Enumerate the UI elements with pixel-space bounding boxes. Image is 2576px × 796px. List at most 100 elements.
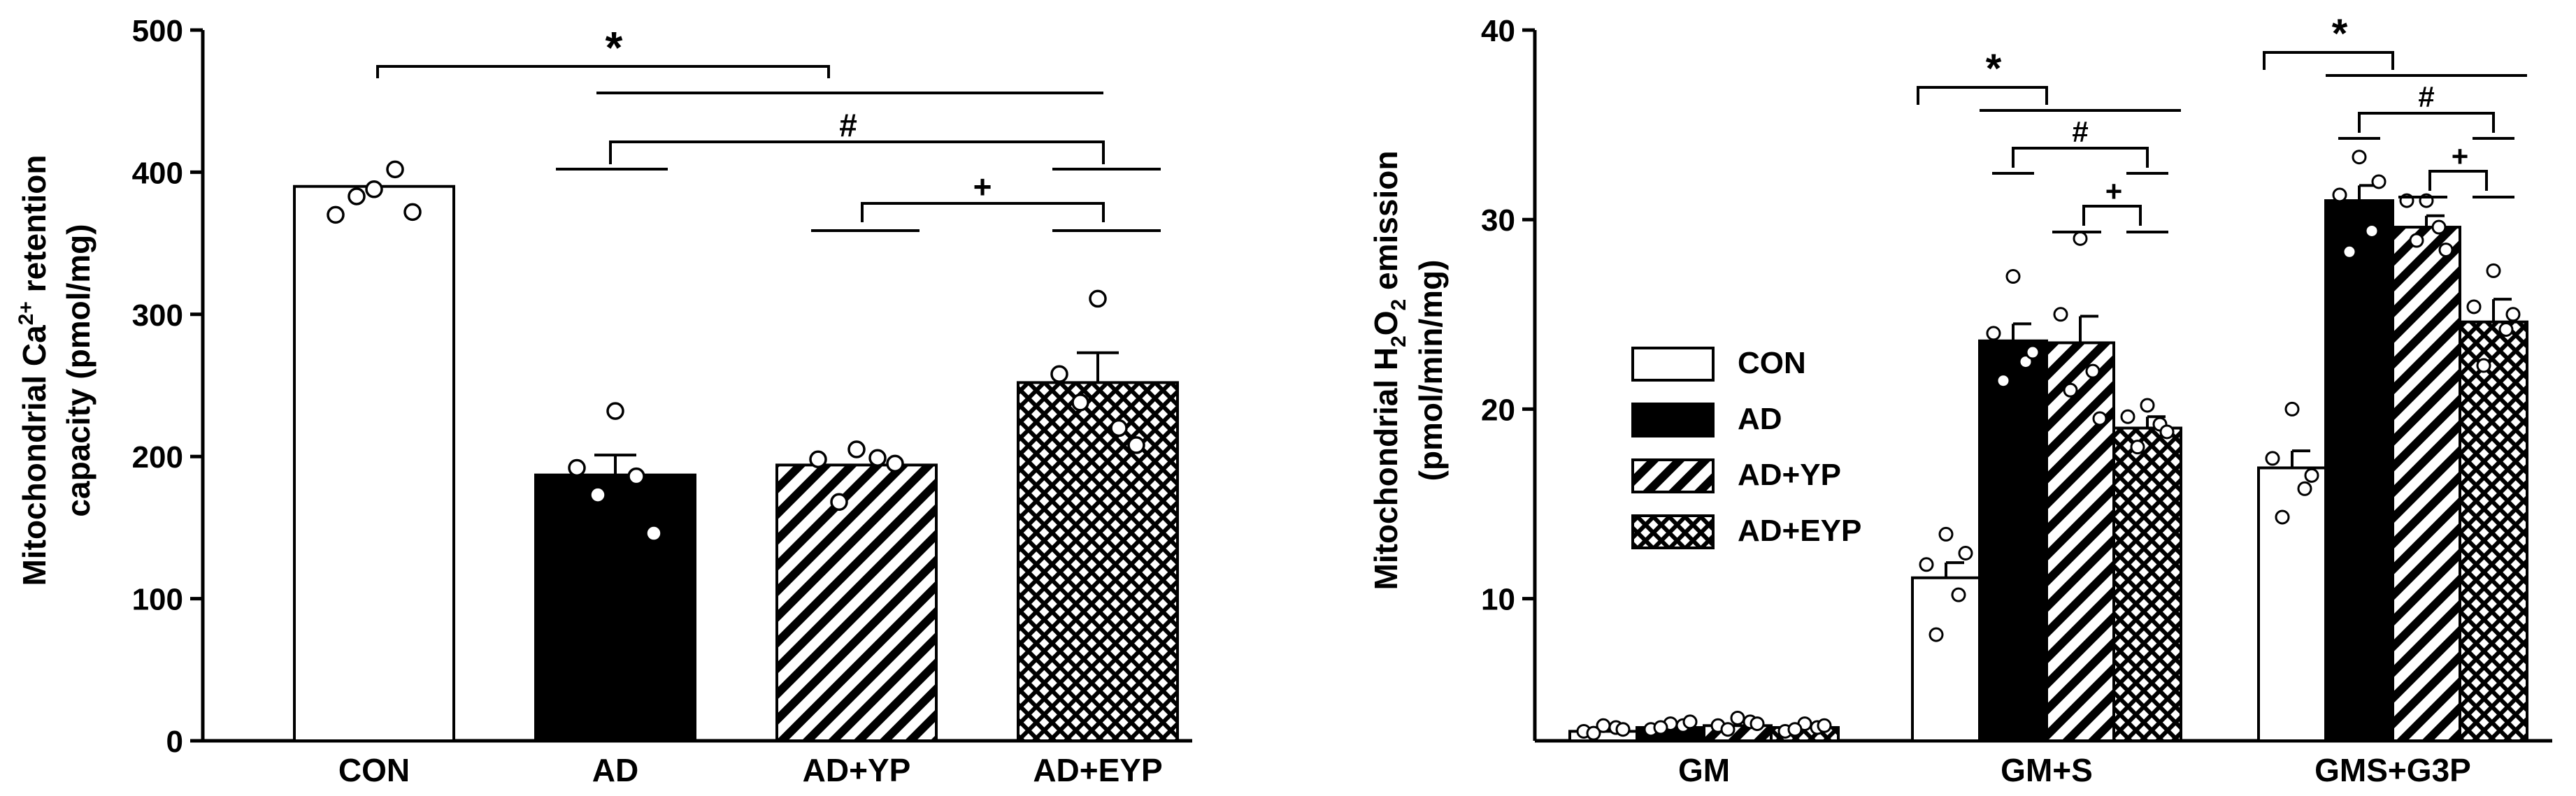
data-point	[386, 160, 404, 179]
y-axis-title-line2-b: (pmol/min/mg)	[1412, 260, 1449, 482]
data-point	[886, 454, 904, 473]
data-point	[868, 449, 887, 467]
legend-swatch	[1631, 347, 1715, 382]
data-point	[2063, 382, 2078, 398]
legend-swatch	[1631, 458, 1715, 493]
sig-symbol-hash: #	[839, 107, 857, 143]
data-point	[1071, 393, 1089, 412]
data-point	[365, 180, 383, 198]
y-axis-title-b-sub1: 2	[1387, 335, 1410, 347]
data-point	[2364, 223, 2380, 238]
data-point	[1127, 436, 1145, 454]
data-point	[2120, 409, 2135, 424]
data-point	[2130, 440, 2145, 455]
data-point	[2498, 321, 2514, 337]
y-axis-title-text: Mitochondrial Ca	[16, 325, 52, 586]
y-axis-title-b-sub2: 2	[1387, 299, 1410, 311]
legend-label: AD+YP	[1738, 458, 1841, 492]
data-point	[2265, 451, 2280, 466]
data-point	[627, 467, 645, 486]
legend-label: AD+EYP	[1738, 514, 1861, 548]
data-point	[2332, 187, 2347, 203]
bar-ad-eyp	[2112, 426, 2182, 743]
y-axis-title-b-end: emission	[1368, 151, 1404, 299]
data-point	[2505, 307, 2521, 322]
sig-symbol: *	[1986, 46, 2002, 92]
data-point	[2304, 468, 2319, 483]
data-point	[1787, 722, 1803, 737]
bar-ad	[534, 473, 696, 743]
bracket	[2082, 205, 2142, 226]
data-point	[589, 486, 607, 504]
legend-swatch	[1631, 514, 1715, 549]
data-point	[1986, 326, 2001, 341]
significance-brackets: * # +	[376, 22, 1161, 232]
bracket	[2012, 147, 2149, 168]
data-point	[2159, 424, 2175, 440]
data-point	[1050, 365, 1068, 383]
data-point	[2005, 269, 2021, 284]
y-tick-label: 0	[166, 725, 183, 759]
sig-symbol: #	[2418, 80, 2434, 113]
bracket	[1917, 86, 2048, 105]
y-axis-title-line1: Mitochondrial Ca2+ retention	[15, 155, 52, 586]
y-tick-label-b: 20	[1481, 393, 1515, 427]
data-point	[2018, 354, 2033, 370]
data-point	[2371, 174, 2387, 189]
bar-con	[2257, 466, 2327, 742]
legend-label: CON	[1738, 346, 1806, 380]
x-tick-label: AD+YP	[803, 752, 911, 788]
data-point	[1682, 714, 1698, 730]
data-point	[830, 493, 848, 512]
x-tick-label-b: GMS+G3P	[2314, 752, 2471, 788]
significance-brackets-b: * # + * # +	[1917, 11, 2527, 233]
y-axis-title-b-text: Mitochondrial H	[1368, 347, 1404, 591]
y-tick-label: 300	[132, 298, 183, 333]
data-point	[1749, 716, 1765, 732]
bar-ad-yp	[2391, 226, 2461, 743]
data-point	[1653, 720, 1668, 735]
sig-symbol: *	[2332, 11, 2348, 57]
x-tick-label-b: GM	[1678, 752, 1730, 788]
bar-ad-yp	[2045, 341, 2115, 743]
data-point	[1951, 587, 1966, 602]
calcium-retention-chart: Mitochondrial Ca2+ retention capacity (p…	[15, 14, 1192, 788]
legend: CON AD AD+YP AD+EYP	[1631, 346, 1861, 549]
data-point	[1938, 526, 1954, 542]
data-point	[2438, 243, 2454, 258]
sig-symbol: +	[2452, 140, 2469, 173]
data-point	[348, 187, 366, 205]
data-point	[2486, 263, 2501, 278]
x-tick-label-b: GM+S	[2001, 752, 2093, 788]
bar-con	[293, 184, 455, 742]
data-point	[1929, 627, 1944, 642]
data-point	[2053, 307, 2068, 322]
data-point	[809, 450, 827, 469]
data-point	[1730, 710, 1745, 725]
x-tick-label: CON	[338, 752, 410, 788]
sig-symbol-star: *	[606, 22, 623, 73]
h2o2-emission-chart: Mitochondrial H2O2 emission (pmol/min/mg…	[1368, 11, 2552, 788]
data-point	[2476, 358, 2491, 373]
bracket	[2263, 51, 2394, 70]
x-tick-label: AD	[592, 752, 638, 788]
sig-symbol-plus: +	[973, 168, 992, 205]
bar-ad	[2324, 199, 2394, 742]
data-point	[2073, 231, 2088, 246]
bar-ad-eyp	[1017, 381, 1179, 742]
data-point	[2085, 363, 2101, 379]
data-point	[1817, 718, 1832, 733]
sig-symbol: +	[2105, 175, 2123, 208]
data-point	[1110, 419, 1128, 437]
data-point	[2409, 233, 2424, 248]
data-point	[847, 440, 866, 458]
legend-label: AD	[1738, 402, 1782, 436]
data-point	[327, 205, 345, 224]
y-tick-label-b: 30	[1481, 203, 1515, 238]
data-point	[1720, 722, 1736, 737]
bar-ad	[1978, 339, 2048, 742]
data-point	[2297, 481, 2312, 496]
bracket	[2358, 112, 2495, 133]
x-tick-label: AD+EYP	[1033, 752, 1162, 788]
bar-ad-eyp	[2459, 320, 2528, 742]
